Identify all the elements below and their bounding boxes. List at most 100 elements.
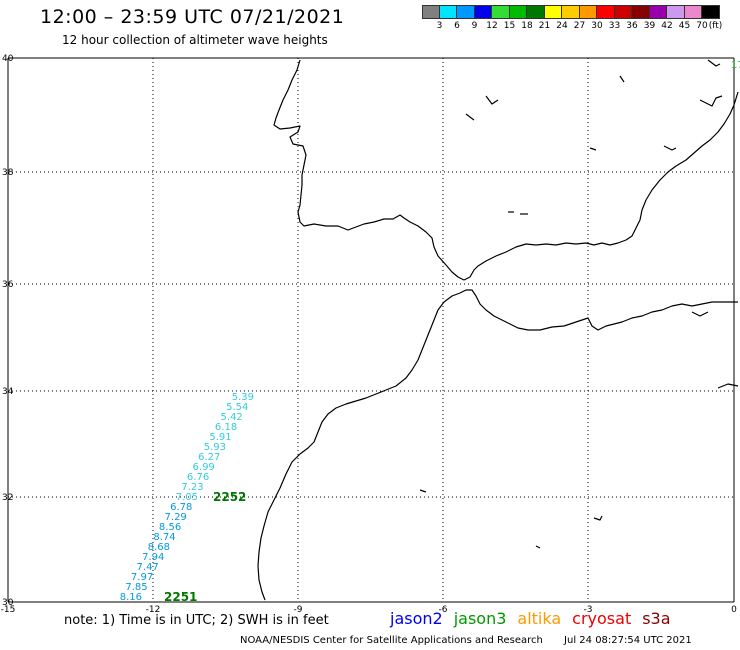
color-swatch — [527, 5, 545, 19]
scale-tick-label: 12 — [486, 21, 498, 31]
island-balearic-2 — [699, 95, 723, 107]
latitude-label: 38 — [2, 168, 14, 178]
color-swatch — [597, 5, 615, 19]
longitude-label: -9 — [294, 605, 303, 615]
swh-value-label: 8.56 — [159, 522, 181, 533]
credit-text: NOAA/NESDIS Center for Satellite Applica… — [240, 635, 543, 646]
island-11 — [691, 311, 709, 317]
swh-value-label: 6.99 — [193, 462, 215, 473]
altimeter-track: 5.395.545.426.185.915.936.276.996.767.23… — [120, 392, 254, 604]
scale-tick-label: 3 — [436, 21, 443, 31]
longitude-label: -6 — [439, 605, 448, 615]
latitude-label: 32 — [2, 493, 13, 503]
scale-tick-label: 30 — [591, 21, 603, 31]
swh-value-label: 7.23 — [181, 482, 203, 493]
color-swatch — [702, 5, 720, 19]
swh-value-label: 5.42 — [221, 412, 243, 423]
island-balearic-1 — [663, 145, 677, 151]
swh-value-label: 7.05 — [176, 492, 198, 503]
island-1 — [707, 59, 721, 67]
swh-value-label: 5.39 — [232, 392, 254, 403]
island-2 — [485, 95, 499, 105]
color-swatch — [579, 5, 597, 19]
latitude-label: 34 — [2, 387, 14, 397]
island-10 — [419, 489, 427, 493]
satellite-legend-item: jason2 — [390, 609, 443, 628]
scale-unit-label: (ft) — [708, 21, 723, 31]
scale-tick-label: 33 — [608, 21, 621, 31]
portugal-coast — [273, 59, 739, 281]
latitude-label: 36 — [2, 280, 14, 290]
scale-tick-label: 39 — [643, 21, 656, 31]
color-swatch — [667, 5, 685, 19]
scale-tick-label: 42 — [661, 21, 673, 31]
swh-value-label: 6.76 — [187, 472, 209, 483]
longitude-label: -15 — [1, 605, 16, 615]
footer-note: note: 1) Time is in UTC; 2) SWH is in fe… — [64, 613, 329, 628]
color-swatch — [614, 5, 632, 19]
color-swatch — [422, 5, 440, 19]
swh-value-label: 6.18 — [215, 422, 237, 433]
swh-value-label: 7.94 — [142, 552, 164, 563]
swh-value-label: 7.47 — [137, 562, 159, 573]
swh-value-label: 5.54 — [226, 402, 248, 413]
color-swatch — [474, 5, 492, 19]
scale-tick-label: 36 — [626, 21, 638, 31]
island-5 — [589, 147, 597, 151]
swh-value-label: 5.91 — [209, 432, 231, 443]
latitude-label: 30 — [2, 598, 14, 608]
island-3 — [465, 113, 475, 121]
swh-value-label: 6.27 — [198, 452, 220, 463]
lat-lon-grid — [7, 57, 735, 603]
swh-value-label: 7.97 — [131, 572, 153, 583]
swh-value-label: 5.93 — [204, 442, 226, 453]
color-swatch — [492, 5, 510, 19]
color-swatch — [457, 5, 475, 19]
scale-tick-label: 21 — [538, 21, 551, 31]
scale-tick-label: 6 — [454, 21, 460, 31]
swh-value-label: 7.29 — [165, 512, 187, 523]
swh-value-label: 8.74 — [153, 532, 175, 543]
scale-tick-label: 45 — [678, 21, 691, 31]
wave-height-color-scale: 3 6 9 12 15 18 21 24 27 30 33 36 39 42 45 70 (ft) — [422, 5, 723, 31]
color-swatch — [509, 5, 527, 19]
island-9 — [535, 545, 541, 549]
island-4 — [619, 75, 625, 83]
island-8 — [593, 515, 603, 521]
scale-tick-label: 9 — [471, 21, 478, 31]
map-title: 12:00 – 23:59 UTC 07/21/2021 — [40, 6, 345, 28]
longitude-label: -12 — [146, 605, 161, 615]
scale-tick-label: 70 — [696, 21, 708, 31]
color-swatch — [439, 5, 457, 19]
coastline — [257, 59, 739, 601]
swh-value-label: 8.16 — [120, 592, 142, 603]
color-swatch — [649, 5, 667, 19]
color-swatch — [684, 5, 702, 19]
color-scale-labels: 3 6 9 12 15 18 21 24 27 30 33 36 39 42 45 70 (ft) — [422, 19, 723, 31]
corner-fragment-label: 17 — [731, 60, 740, 71]
satellite-legend-item: altika — [517, 609, 562, 628]
color-swatch — [544, 5, 562, 19]
credit-line: NOAA/NESDIS Center for Satellite Applica… — [240, 635, 692, 646]
pass-time-label: 2251 — [164, 590, 197, 604]
generated-timestamp: Jul 24 08:27:54 UTC 2021 — [564, 635, 692, 646]
satellite-legend-item: jason3 — [453, 609, 507, 628]
latitude-label: 40 — [2, 54, 14, 64]
satellite-legend: jason2 jason3 altika cryosat s3a — [390, 609, 682, 628]
scale-tick-label: 18 — [521, 21, 533, 31]
color-swatch — [562, 5, 580, 19]
scale-tick-label: 15 — [503, 21, 516, 31]
map-subtitle: 12 hour collection of altimeter wave hei… — [62, 33, 328, 47]
swh-value-label: 7.85 — [125, 582, 147, 593]
scale-tick-label: 24 — [556, 21, 568, 31]
longitude-label: 0 — [731, 605, 737, 615]
satellite-legend-item: cryosat — [572, 609, 632, 628]
satellite-legend-item: s3a — [642, 609, 671, 628]
island-12 — [717, 383, 739, 389]
longitude-label: -3 — [584, 605, 593, 615]
color-swatches — [422, 5, 720, 19]
swh-value-label: 8.68 — [148, 542, 170, 553]
scale-tick-label: 27 — [573, 21, 586, 31]
africa-coast — [257, 289, 738, 601]
